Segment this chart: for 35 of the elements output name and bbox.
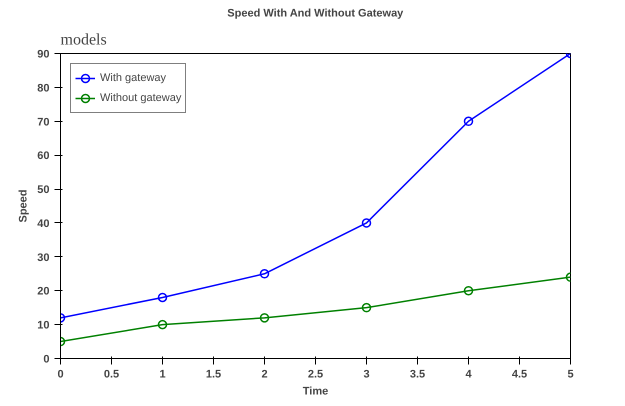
y-tick-label: 20: [37, 286, 50, 298]
point: [464, 116, 474, 126]
x-tick-label: 3: [363, 368, 370, 380]
y-tick-label: 70: [37, 116, 50, 128]
y-tick-label: 60: [37, 150, 50, 162]
y-tick-label: 50: [37, 184, 50, 196]
y-tick-label: 10: [37, 320, 50, 332]
x-tick-label: 4.5: [512, 368, 528, 380]
point: [260, 313, 270, 323]
legend-label: Without gateway: [100, 92, 182, 104]
point: [464, 286, 474, 296]
y-tick-label: 90: [37, 48, 50, 60]
x-axis-title: Time: [302, 386, 328, 398]
y-tick-label: 40: [37, 218, 50, 230]
x-tick-label: 1: [159, 368, 166, 380]
x-tick-label: 0: [57, 368, 64, 380]
x-tick-label: 5: [567, 368, 574, 380]
y-tick-label: 0: [43, 354, 50, 366]
point: [158, 320, 168, 330]
y-axis-title: Speed: [17, 189, 30, 223]
legend-label: With gateway: [100, 72, 166, 84]
text: models: [60, 32, 107, 48]
y-tick-label: 80: [37, 82, 50, 94]
x-tick-label: 4: [465, 368, 472, 380]
point: [362, 302, 372, 312]
x-tick-label: 1.5: [206, 368, 222, 380]
x-tick-label: 0.5: [104, 368, 120, 380]
point: [362, 218, 372, 228]
x-tick-label: 2: [261, 368, 268, 380]
point: [260, 269, 270, 279]
y-tick-label: 30: [37, 252, 50, 264]
point: [158, 292, 168, 302]
x-tick-label: 3.5: [410, 368, 426, 380]
x-tick-label: 2.5: [308, 368, 324, 380]
chart-title: Speed With And Without Gateway: [227, 8, 404, 20]
